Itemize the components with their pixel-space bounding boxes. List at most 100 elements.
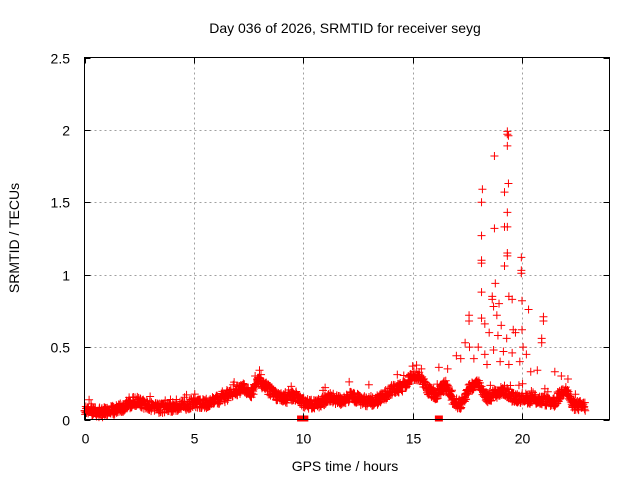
outlier-point <box>563 374 572 383</box>
outlier-point <box>488 295 497 304</box>
data-points <box>80 127 590 422</box>
outlier-point <box>537 338 546 347</box>
grid-lines <box>84 57 610 420</box>
outlier-point <box>490 151 499 160</box>
outlier-point <box>229 380 238 389</box>
outlier-point <box>503 130 512 139</box>
data-point <box>486 381 495 390</box>
chart-title: Day 036 of 2026, SRMTID for receiver sey… <box>209 20 481 36</box>
y-tick-label: 2 <box>62 123 70 139</box>
y-tick-label: 1.5 <box>51 195 71 211</box>
x-axis-label: GPS time / hours <box>292 458 399 474</box>
data-point <box>441 376 450 385</box>
outlier-point <box>469 354 478 363</box>
y-axis-label: SRMTID / TECUs <box>6 183 22 293</box>
zero-marker <box>300 415 309 422</box>
data-point <box>443 381 452 390</box>
x-tick-label: 20 <box>515 431 531 447</box>
data-point <box>223 396 232 405</box>
outlier-point <box>480 319 489 328</box>
x-tick-label: 10 <box>296 431 312 447</box>
data-point <box>580 398 589 407</box>
outlier-point <box>519 343 528 352</box>
x-tick-label: 5 <box>191 431 199 447</box>
outlier-point <box>477 314 486 323</box>
outlier-point <box>495 299 504 308</box>
data-point <box>448 386 456 395</box>
data-point <box>399 371 408 380</box>
outlier-point <box>456 354 465 363</box>
outlier-point <box>503 222 512 231</box>
x-tick-label: 15 <box>406 431 422 447</box>
outlier-point <box>452 351 461 360</box>
outlier-point <box>500 262 509 271</box>
outlier-point <box>500 188 509 197</box>
data-point <box>514 381 523 390</box>
outlier-point <box>321 383 330 392</box>
y-tick-label: 1 <box>62 268 70 284</box>
data-point <box>240 380 249 389</box>
data-point <box>412 361 421 370</box>
axis-ticks: 0 0.5 1 1.5 2 2.5 0 5 10 15 20 <box>51 51 610 447</box>
outlier-point <box>404 372 413 381</box>
outlier-point <box>477 198 486 207</box>
outlier-point <box>483 360 491 369</box>
outlier-point <box>503 251 512 260</box>
outlier-point <box>518 325 526 334</box>
data-point <box>116 399 125 408</box>
outlier-point <box>503 208 512 217</box>
outlier-point <box>492 311 501 320</box>
data-point <box>85 395 94 404</box>
outlier-point <box>478 185 487 194</box>
data-point <box>468 386 477 395</box>
outlier-point <box>434 363 443 372</box>
outlier-point <box>474 343 483 352</box>
plot-border <box>84 57 610 420</box>
data-point <box>518 379 527 388</box>
outlier-point <box>557 372 566 381</box>
outlier-point <box>524 305 533 314</box>
outlier-point <box>477 259 486 268</box>
outlier-point <box>491 279 500 288</box>
data-point <box>282 398 291 407</box>
outlier-point <box>550 367 559 376</box>
data-point <box>366 391 375 400</box>
outlier-point <box>517 269 526 278</box>
data-point <box>506 381 515 390</box>
outlier-point <box>496 357 505 366</box>
outlier-point <box>461 338 470 347</box>
outlier-point <box>255 366 264 375</box>
outlier-point <box>518 296 526 305</box>
x-tick-label: 0 <box>82 431 90 447</box>
data-point <box>571 390 580 399</box>
outlier-point <box>251 372 260 381</box>
outlier-point <box>508 295 517 304</box>
outlier-point <box>533 366 542 375</box>
y-tick-label: 2.5 <box>51 51 71 67</box>
data-point <box>462 395 471 404</box>
outlier-point <box>489 345 498 354</box>
data-point <box>182 390 191 399</box>
outlier-point <box>364 380 373 389</box>
y-tick-label: 0 <box>62 413 70 429</box>
outlier-point <box>504 179 513 188</box>
outlier-point <box>443 364 452 373</box>
outlier-point <box>515 357 524 366</box>
outlier-point <box>497 321 506 330</box>
outlier-point <box>517 253 526 262</box>
data-point <box>581 406 590 415</box>
outlier-point <box>526 367 535 376</box>
data-point <box>433 394 442 403</box>
outlier-point <box>504 360 513 369</box>
outlier-point <box>503 141 512 150</box>
outlier-point <box>502 334 511 343</box>
outlier-point <box>539 317 548 326</box>
data-point <box>531 390 540 399</box>
outlier-point <box>493 331 502 340</box>
data-point <box>349 388 358 397</box>
outlier-point <box>499 347 508 356</box>
data-point <box>464 390 473 399</box>
data-point <box>146 392 155 401</box>
